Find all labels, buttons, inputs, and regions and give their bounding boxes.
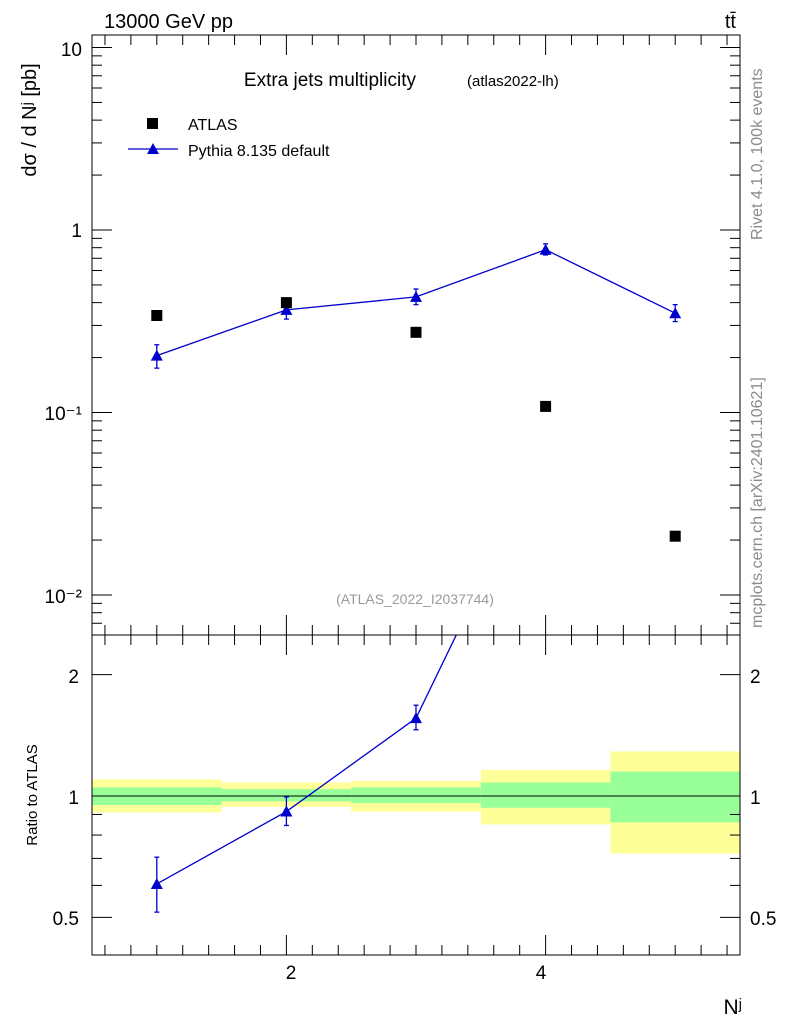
legend-atlas-label: ATLAS	[188, 117, 238, 134]
ratio-band-green	[221, 789, 352, 802]
ratio-axis-ticks	[92, 635, 740, 955]
pythia-point	[539, 243, 552, 255]
ratio-band-green	[480, 782, 611, 808]
atlas-point	[669, 530, 681, 542]
legend: ATLAS Pythia 8.135 default	[128, 117, 330, 160]
ratio-band-green	[351, 787, 481, 804]
ratio-frame	[91, 634, 741, 956]
ratio-y-axis-label: Ratio to ATLAS	[24, 744, 41, 845]
atlas-point	[280, 297, 292, 309]
ratio-y-tick-label-right-1: 1	[750, 788, 761, 809]
process-label: 13000 GeV pp	[104, 11, 233, 33]
x-axis-label: Nʲ	[723, 996, 742, 1019]
x-tick-label-2: 2	[286, 963, 297, 984]
y-tick-label-0.1: 10⁻¹	[45, 404, 83, 425]
ratio-point	[280, 805, 293, 817]
analysis-reference: (ATLAS_2022_I2037744)	[336, 591, 494, 607]
main-panel: Extra jets multiplicity (atlas2022-lh) (…	[19, 34, 741, 636]
main-axis-ticks	[92, 35, 740, 635]
ratio-uncertainty-bands	[92, 751, 740, 854]
legend-pythia-marker	[147, 143, 159, 154]
ratio-y-tick-label-2: 2	[68, 667, 79, 688]
ratio-panel: 2 1 0.5 2 1 0.5 Ratio to ATLAS 2 4 Nʲ	[24, 634, 776, 1019]
final-state-label: tt̄	[725, 11, 737, 33]
main-y-tick-labels: 10 1 10⁻¹ 10⁻²	[45, 40, 83, 608]
legend-pythia-label: Pythia 8.135 default	[188, 143, 330, 160]
atlas-point	[151, 310, 163, 322]
chart-title: Extra jets multiplicity	[244, 70, 417, 91]
atlas-point	[540, 400, 552, 412]
main-data-layer	[150, 243, 682, 542]
y-tick-label-1: 1	[71, 221, 82, 242]
ratio-data-layer	[150, 635, 457, 913]
y-tick-label-0.01: 10⁻²	[45, 587, 83, 608]
ratio-y-tick-label-right-0.5: 0.5	[750, 909, 776, 930]
y-tick-label-10: 10	[61, 40, 82, 61]
ratio-band-green	[610, 771, 740, 823]
generator-label: Rivet 4.1.0, 100k events	[749, 68, 766, 240]
ratio-y-tick-label-1: 1	[68, 788, 79, 809]
ratio-point	[150, 877, 163, 889]
ratio-y-tick-label-0.5: 0.5	[53, 909, 79, 930]
chart-subtitle: (atlas2022-lh)	[467, 73, 559, 90]
x-tick-label-4: 4	[536, 963, 547, 984]
atlas-point	[410, 326, 422, 338]
legend-atlas-marker	[147, 118, 158, 129]
pythia-point	[150, 349, 163, 361]
y-axis-label: dσ / d Nʲ [pb]	[19, 63, 41, 176]
ratio-y-tick-label-right-2: 2	[750, 667, 761, 688]
pythia-point	[410, 290, 422, 302]
pythia-point	[669, 307, 682, 319]
pythia-point	[280, 303, 293, 315]
ratio-point	[410, 712, 422, 724]
source-label: mcplots.cern.ch [arXiv:2401.10621]	[749, 377, 766, 628]
